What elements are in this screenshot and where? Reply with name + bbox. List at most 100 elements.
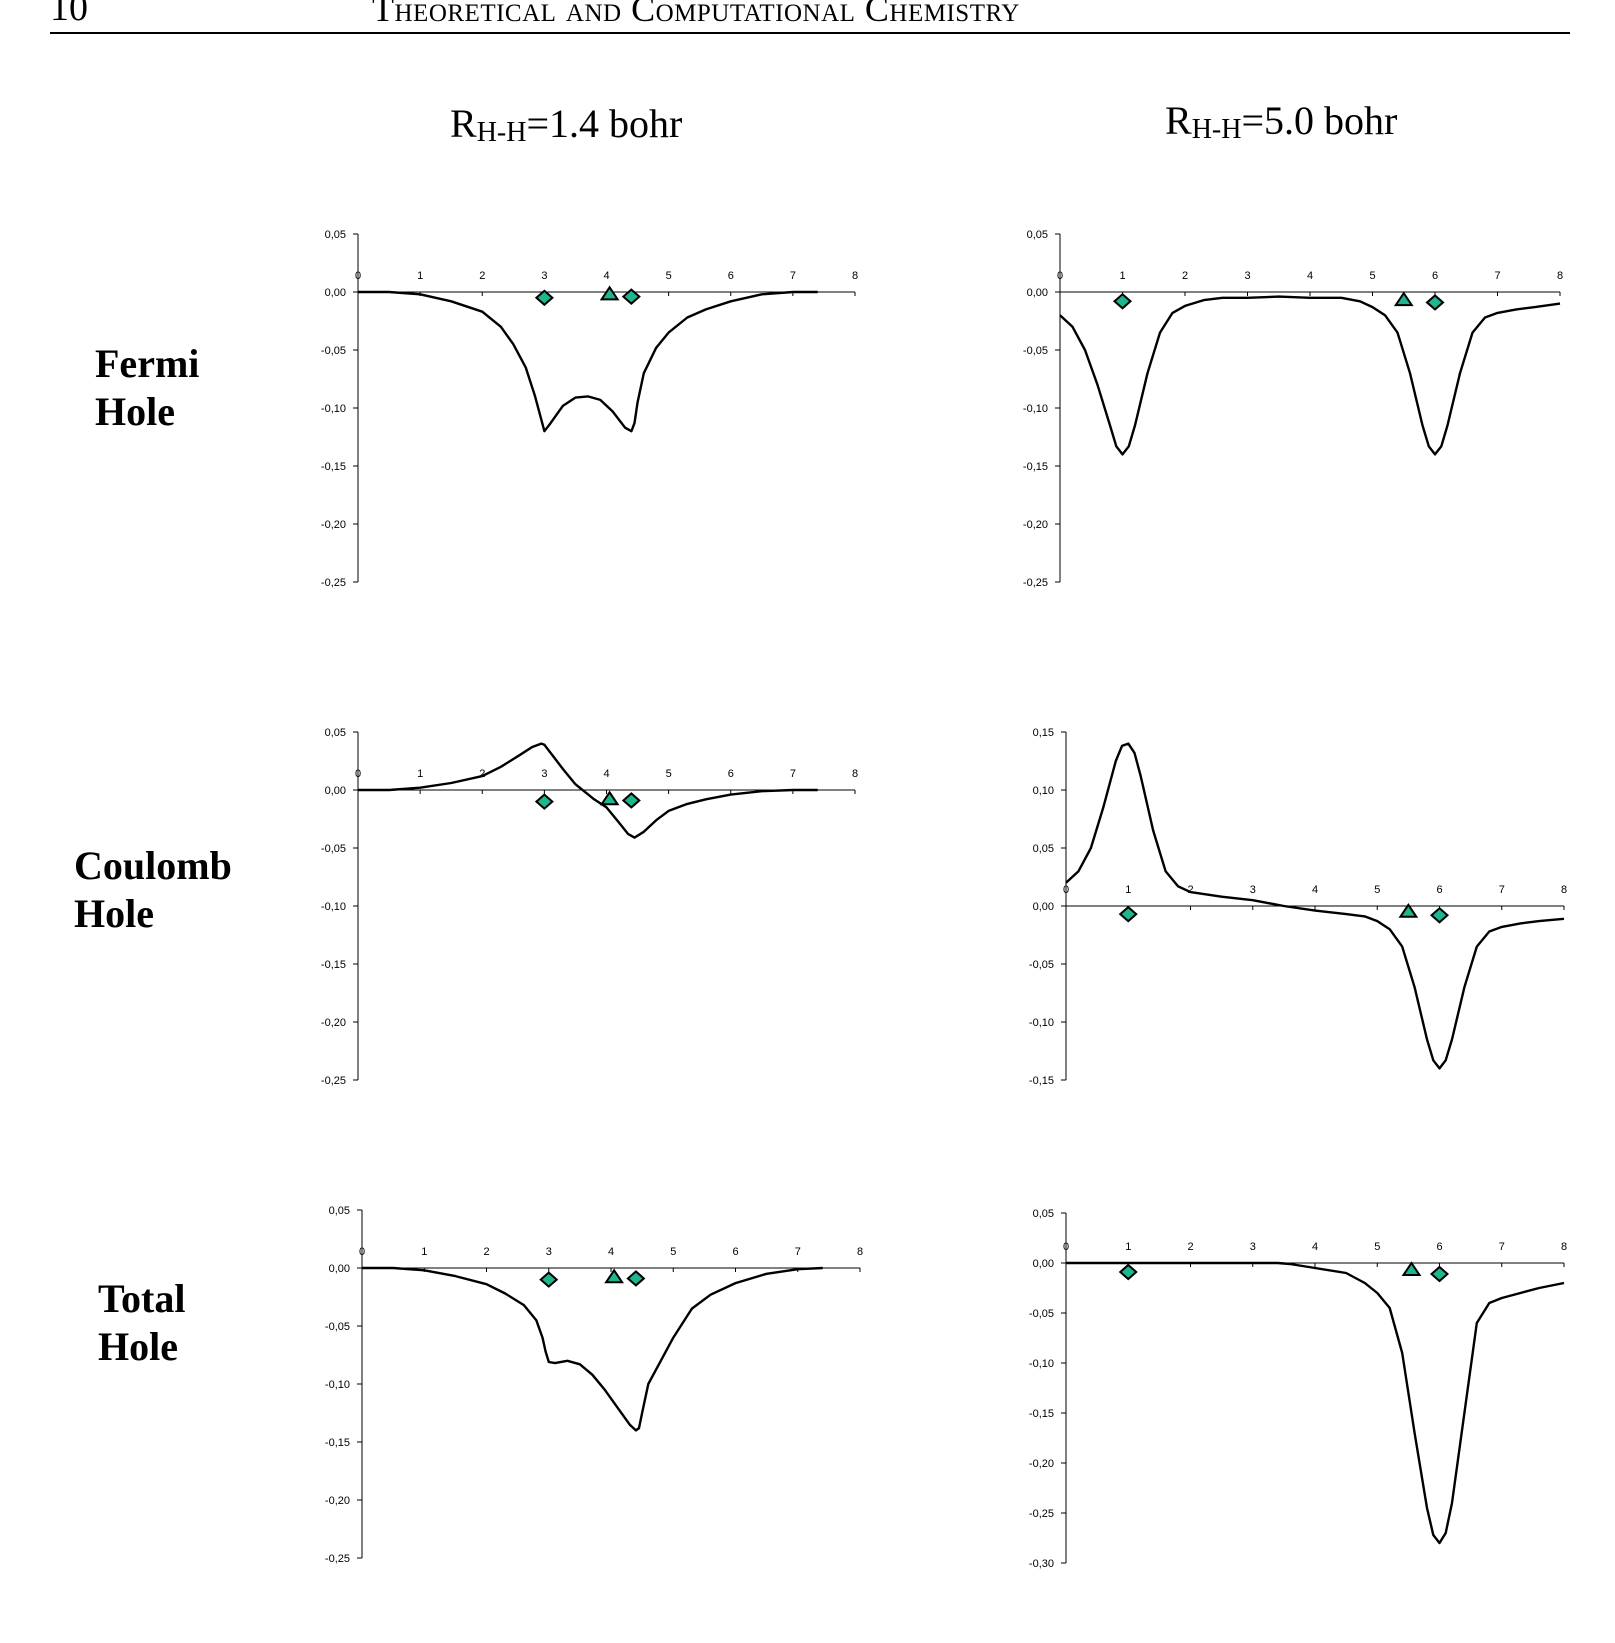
diamond-marker: [534, 793, 554, 810]
y-tick-label: 0,00: [1033, 901, 1054, 913]
x-tick-label: 8: [852, 768, 858, 780]
x-tick-label: 5: [666, 768, 672, 780]
diamond-marker: [1429, 906, 1450, 924]
chart-panel-2: 0,05 0,00 -0,05 -0,10 -0,15 -0,20 -0,25 0 1 2 3 4 5 6…: [321, 727, 858, 1087]
x-tick-label: 2: [483, 1246, 489, 1258]
x-tick-label: 4: [603, 768, 609, 780]
row-label-fermi: Fermi Hole: [95, 341, 200, 434]
x-tick-label: 2: [1187, 1241, 1193, 1253]
y-tick-label: -0,25: [1023, 577, 1048, 589]
x-tick-label: 8: [1557, 270, 1563, 282]
x-tick-label: 4: [1312, 1241, 1318, 1253]
x-tick-label: 6: [1436, 884, 1442, 896]
y-tick-label: 0,05: [1027, 229, 1048, 241]
page-header: 10 Theoretical and Computational Chemist…: [50, 0, 1570, 34]
y-tick-label: -0,25: [325, 1553, 350, 1565]
y-tick-label: -0,20: [1023, 519, 1048, 531]
y-tick-label: -0,20: [321, 519, 346, 531]
x-tick-label: 7: [1494, 270, 1500, 282]
y-tick-label: -0,15: [321, 959, 346, 971]
x-tick-label: 0: [355, 270, 361, 282]
y-tick-label: -0,10: [321, 901, 346, 913]
y-tick-label: 0,05: [325, 727, 346, 739]
column-title-left: RH-H=1.4 bohr: [450, 101, 683, 148]
x-tick-label: 3: [1250, 884, 1256, 896]
y-tick-label: 0,00: [1027, 287, 1048, 299]
y-tick-label: 0,05: [329, 1205, 350, 1217]
x-tick-label: 4: [608, 1246, 614, 1258]
x-tick-label: 8: [1561, 1241, 1567, 1253]
x-tick-label: 7: [1499, 884, 1505, 896]
x-tick-label: 6: [728, 270, 734, 282]
diamond-marker: [1429, 1265, 1450, 1283]
y-tick-label: -0,25: [321, 1075, 346, 1087]
x-tick-label: 6: [1436, 1241, 1442, 1253]
chart-panel-0: 0,05 0,00 -0,05 -0,10 -0,15 -0,20 -0,25 0 1 2 3 4 5 6…: [321, 229, 858, 589]
x-tick-label: 3: [541, 270, 547, 282]
hole-curve: [1065, 742, 1565, 1070]
diamond-marker: [1118, 905, 1138, 923]
running-head: Theoretical and Computational Chemistry: [372, 0, 1020, 29]
x-tick-label: 0: [1057, 270, 1063, 282]
y-tick-label: -0,10: [325, 1379, 350, 1391]
y-tick-label: -0,05: [1023, 345, 1048, 357]
diamond-marker: [1112, 292, 1133, 310]
column-title-right: RH-H=5.0 bohr: [1165, 98, 1398, 145]
x-tick-label: 6: [728, 768, 734, 780]
y-tick-label: -0,05: [1029, 1308, 1054, 1320]
y-tick-label: -0,20: [321, 1017, 346, 1029]
chart-panel-5: 0,05 0,00 -0,05 -0,10 -0,15 -0,20 -0,25 -0,30 0 1…: [1029, 1208, 1567, 1570]
y-tick-label: 0,15: [1033, 727, 1054, 739]
triangle-marker: [1401, 1261, 1422, 1276]
y-tick-label: 0,05: [1033, 843, 1054, 855]
diamond-marker: [621, 792, 641, 809]
x-tick-label: 5: [1374, 884, 1380, 896]
row-label-total: Total Hole: [98, 1276, 186, 1369]
triangle-marker: [1393, 291, 1414, 307]
x-tick-label: 1: [1119, 270, 1125, 282]
chart-panel-4: 0,05 0,00 -0,05 -0,10 -0,15 -0,20 -0,25 0 1 2 3 4 5 6…: [325, 1205, 863, 1565]
x-tick-label: 8: [852, 270, 858, 282]
x-tick-label: 1: [417, 768, 423, 780]
chart-panel-3: 0,15 0,10 0,05 0,00 -0,05 -0,10 -0,15 0 1 2 3 4 5 6 7 8: [1029, 727, 1567, 1087]
y-tick-label: 0,00: [1033, 1258, 1054, 1270]
diamond-marker: [1425, 294, 1445, 311]
x-tick-label: 7: [790, 768, 796, 780]
x-tick-label: 5: [1374, 1241, 1380, 1253]
x-tick-label: 0: [1063, 884, 1069, 896]
x-tick-label: 5: [1369, 270, 1375, 282]
y-tick-label: -0,15: [1023, 461, 1048, 473]
y-tick-label: 0,05: [325, 229, 346, 241]
diamond-marker: [626, 1270, 646, 1287]
y-tick-label: -0,15: [1029, 1408, 1054, 1420]
x-tick-label: 7: [790, 270, 796, 282]
triangle-marker: [1398, 902, 1419, 918]
x-tick-label: 2: [1182, 270, 1188, 282]
x-tick-label: 1: [421, 1246, 427, 1258]
x-tick-label: 2: [479, 768, 485, 780]
x-tick-label: 7: [795, 1246, 801, 1258]
y-tick-label: -0,30: [1029, 1558, 1054, 1570]
y-tick-label: -0,20: [1029, 1458, 1054, 1470]
y-tick-label: -0,05: [325, 1321, 350, 1333]
y-tick-label: -0,10: [1029, 1017, 1054, 1029]
x-tick-label: 6: [732, 1246, 738, 1258]
hole-curve: [1066, 1261, 1565, 1545]
triangle-marker: [599, 285, 620, 301]
y-tick-label: 0,05: [1033, 1208, 1054, 1220]
x-tick-label: 4: [1307, 270, 1313, 282]
row-label-coulomb: Coulomb Hole: [74, 843, 232, 936]
y-tick-label: -0,10: [1023, 403, 1048, 415]
y-tick-label: -0,25: [1029, 1508, 1054, 1520]
y-tick-label: 0,10: [1033, 785, 1054, 797]
x-tick-label: 3: [546, 1246, 552, 1258]
y-tick-label: -0,15: [321, 461, 346, 473]
x-tick-label: 0: [1063, 1241, 1069, 1253]
x-tick-label: 6: [1432, 270, 1438, 282]
x-tick-label: 0: [359, 1246, 365, 1258]
x-tick-label: 3: [541, 768, 547, 780]
x-tick-label: 2: [479, 270, 485, 282]
y-tick-label: 0,00: [325, 287, 346, 299]
diamond-marker: [539, 1271, 559, 1288]
